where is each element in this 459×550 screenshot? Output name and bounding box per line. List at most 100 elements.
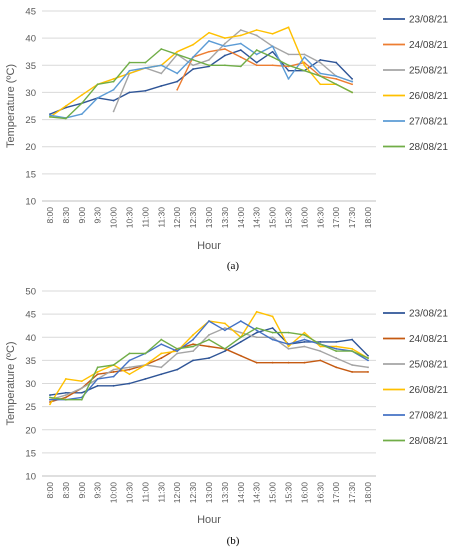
data-point bbox=[64, 396, 67, 399]
y-tick-label: 15 bbox=[25, 448, 36, 459]
data-point bbox=[112, 80, 115, 83]
data-point bbox=[303, 64, 306, 67]
data-point bbox=[192, 56, 194, 59]
data-point bbox=[160, 366, 163, 369]
data-point bbox=[255, 361, 258, 364]
data-point bbox=[112, 371, 115, 373]
data-point bbox=[271, 32, 274, 35]
data-point bbox=[224, 322, 226, 325]
data-point bbox=[192, 64, 194, 67]
data-point bbox=[192, 58, 194, 61]
data-point bbox=[144, 67, 147, 69]
data-point bbox=[80, 391, 83, 394]
data-point bbox=[208, 64, 210, 67]
x-tick-label: 11:30 bbox=[156, 482, 166, 503]
data-point bbox=[287, 343, 290, 346]
data-point bbox=[208, 357, 210, 359]
data-point bbox=[335, 347, 338, 350]
data-point bbox=[128, 382, 131, 385]
data-point bbox=[271, 64, 274, 67]
x-tick-label: 13:00 bbox=[204, 207, 214, 229]
data-point bbox=[255, 29, 258, 31]
data-point bbox=[208, 31, 210, 34]
legend-label: 25/08/21 bbox=[409, 66, 448, 77]
x-tick-label: 10:30 bbox=[124, 482, 134, 504]
data-point bbox=[64, 394, 67, 396]
data-point bbox=[80, 380, 83, 383]
data-point bbox=[64, 398, 67, 401]
data-point bbox=[271, 327, 274, 329]
legend-label: 26/08/21 bbox=[409, 91, 448, 102]
data-point bbox=[49, 114, 51, 117]
data-point bbox=[128, 69, 131, 72]
x-tick-label: 8:00 bbox=[45, 207, 55, 224]
data-point bbox=[80, 102, 83, 105]
data-point bbox=[64, 377, 67, 380]
data-point bbox=[128, 373, 131, 376]
data-point bbox=[96, 373, 99, 376]
x-tick-label: 12:00 bbox=[172, 482, 182, 504]
data-point bbox=[255, 49, 258, 51]
data-point bbox=[335, 350, 338, 353]
y-tick-label: 35 bbox=[25, 61, 36, 72]
data-point bbox=[255, 336, 258, 339]
data-point bbox=[255, 327, 258, 329]
x-tick-label: 8:00 bbox=[45, 482, 55, 499]
data-point bbox=[367, 354, 369, 357]
data-point bbox=[208, 50, 210, 53]
data-point bbox=[319, 72, 322, 75]
data-point bbox=[351, 83, 354, 86]
data-point bbox=[176, 352, 179, 355]
data-point bbox=[96, 371, 99, 373]
data-point bbox=[303, 331, 306, 334]
x-tick-label: 14:00 bbox=[236, 207, 246, 229]
x-tick-label: 14:30 bbox=[252, 207, 262, 229]
data-point bbox=[287, 347, 290, 350]
data-point bbox=[335, 83, 338, 86]
data-point bbox=[49, 394, 51, 396]
data-point bbox=[96, 83, 99, 86]
series-23/08/21 bbox=[49, 49, 354, 116]
series-28/08/21 bbox=[49, 48, 354, 120]
y-tick-label: 25 bbox=[25, 402, 36, 413]
data-point bbox=[367, 359, 369, 362]
data-point bbox=[208, 39, 210, 42]
data-point bbox=[303, 338, 306, 341]
data-point bbox=[271, 315, 274, 318]
plot-area: 10 15 20 25 30 35 40 45 8:00 8:30 9:00 9:30 10:00 10:… bbox=[25, 7, 376, 229]
data-point bbox=[192, 359, 194, 362]
data-point bbox=[80, 398, 83, 401]
x-tick-label: 13:30 bbox=[220, 207, 230, 229]
data-point bbox=[144, 61, 147, 64]
legend-label: 28/08/21 bbox=[409, 436, 448, 447]
data-point bbox=[239, 49, 242, 51]
legend-label: 23/08/21 bbox=[409, 309, 448, 320]
data-point bbox=[255, 331, 258, 334]
data-point bbox=[319, 343, 322, 346]
data-point bbox=[160, 357, 163, 359]
data-point bbox=[303, 56, 306, 59]
series-line bbox=[49, 40, 353, 119]
data-point bbox=[49, 115, 51, 118]
legend-label: 28/08/21 bbox=[409, 142, 448, 153]
data-point bbox=[255, 34, 258, 37]
data-point bbox=[160, 48, 163, 50]
data-point bbox=[208, 320, 210, 322]
data-point bbox=[255, 329, 258, 332]
data-point bbox=[176, 53, 179, 56]
data-point bbox=[192, 334, 194, 336]
data-point bbox=[239, 42, 242, 45]
data-point bbox=[271, 336, 274, 339]
legend: 23/08/21 24/08/21 25/08/21 26/08/21 27/08/21… bbox=[383, 15, 448, 153]
data-point bbox=[176, 368, 179, 371]
data-point bbox=[271, 361, 274, 364]
data-point bbox=[96, 377, 99, 380]
data-point bbox=[128, 91, 131, 94]
data-point bbox=[239, 65, 242, 68]
data-point bbox=[351, 77, 354, 80]
x-tick-label: 16:00 bbox=[299, 482, 309, 504]
legend-label: 25/08/21 bbox=[409, 360, 448, 371]
data-point bbox=[208, 338, 210, 341]
data-point bbox=[192, 43, 194, 46]
series-line bbox=[49, 343, 368, 403]
